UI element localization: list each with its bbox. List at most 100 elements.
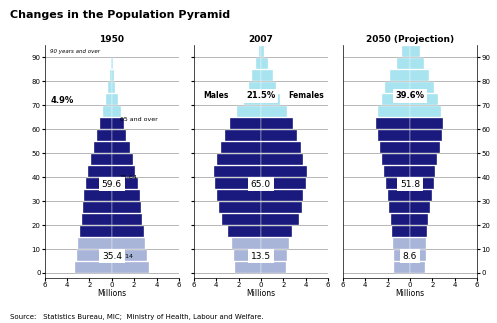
Bar	[252, 70, 261, 81]
Bar	[382, 154, 410, 165]
Bar	[384, 166, 410, 177]
Title: 1950: 1950	[99, 36, 124, 45]
Bar	[112, 238, 146, 249]
Bar	[112, 58, 113, 69]
Bar	[85, 178, 112, 189]
Bar	[261, 94, 280, 105]
Text: 21.5%: 21.5%	[247, 91, 275, 100]
Bar	[248, 82, 261, 93]
Text: 4.9%: 4.9%	[50, 96, 74, 105]
Bar	[108, 82, 112, 93]
Bar	[110, 70, 112, 81]
Bar	[230, 118, 261, 129]
Bar	[410, 58, 424, 69]
Bar	[261, 226, 292, 237]
Bar	[377, 118, 410, 129]
Bar	[410, 226, 427, 237]
Bar	[389, 202, 410, 213]
Bar	[222, 214, 261, 225]
Bar	[112, 214, 142, 225]
Bar	[112, 130, 126, 141]
Bar	[410, 250, 426, 261]
Bar	[225, 130, 261, 141]
X-axis label: Millions: Millions	[247, 289, 275, 298]
Bar	[410, 262, 425, 273]
Bar	[380, 142, 410, 153]
Bar	[410, 106, 441, 117]
X-axis label: Millions: Millions	[396, 289, 424, 298]
Bar	[235, 262, 261, 273]
Bar	[261, 166, 307, 177]
Bar	[112, 94, 118, 105]
Bar	[217, 190, 261, 201]
Bar	[391, 214, 410, 225]
Bar	[111, 58, 112, 69]
Bar	[80, 226, 112, 237]
Bar	[392, 226, 410, 237]
Bar	[410, 166, 435, 177]
Bar	[391, 70, 410, 81]
Bar	[259, 46, 261, 57]
Text: Males: Males	[203, 91, 229, 100]
Bar	[410, 214, 428, 225]
Bar	[217, 154, 261, 165]
X-axis label: Millions: Millions	[97, 289, 126, 298]
Text: 65.0: 65.0	[251, 180, 271, 189]
Bar	[410, 46, 419, 57]
Bar	[386, 82, 410, 93]
Bar	[261, 130, 297, 141]
Text: 90 years and over: 90 years and over	[50, 48, 100, 54]
Text: 65 and over: 65 and over	[120, 117, 158, 122]
Bar	[261, 178, 306, 189]
Bar	[232, 238, 261, 249]
Bar	[91, 154, 112, 165]
Bar	[261, 238, 289, 249]
Bar	[410, 70, 429, 81]
Bar	[112, 166, 135, 177]
Bar	[393, 238, 410, 249]
Bar	[88, 166, 112, 177]
Bar	[100, 118, 112, 129]
Title: 2050 (Projection): 2050 (Projection)	[366, 36, 454, 45]
Bar	[112, 142, 130, 153]
Bar	[394, 250, 410, 261]
Bar	[388, 190, 410, 201]
Bar	[83, 202, 112, 213]
Bar	[261, 82, 276, 93]
Bar	[261, 202, 302, 213]
Bar	[112, 82, 115, 93]
Text: 51.8: 51.8	[400, 180, 420, 189]
Text: Females: Females	[288, 91, 324, 100]
Bar	[261, 70, 273, 81]
Bar	[112, 262, 149, 273]
Bar	[82, 214, 112, 225]
Text: 0-14: 0-14	[120, 254, 134, 259]
Bar	[261, 262, 285, 273]
Bar	[112, 118, 124, 129]
Bar	[75, 262, 112, 273]
Bar	[261, 58, 268, 69]
Text: Changes in the Population Pyramid: Changes in the Population Pyramid	[10, 10, 230, 20]
Text: 8.6: 8.6	[403, 252, 417, 261]
Bar	[410, 202, 430, 213]
Bar	[382, 94, 410, 105]
Bar	[386, 178, 410, 189]
Bar	[244, 94, 261, 105]
Bar	[234, 250, 261, 261]
Bar	[106, 94, 112, 105]
Bar	[261, 250, 287, 261]
Bar	[410, 154, 437, 165]
Bar	[410, 190, 432, 201]
Bar	[79, 238, 112, 249]
Bar	[112, 190, 140, 201]
Bar	[410, 118, 443, 129]
Bar	[261, 154, 303, 165]
Bar	[214, 166, 261, 177]
Bar	[410, 130, 442, 141]
Bar	[261, 106, 287, 117]
Text: 15-64: 15-64	[120, 175, 138, 180]
Bar	[238, 106, 261, 117]
Bar	[77, 250, 112, 261]
Bar	[229, 226, 261, 237]
Bar	[112, 70, 114, 81]
